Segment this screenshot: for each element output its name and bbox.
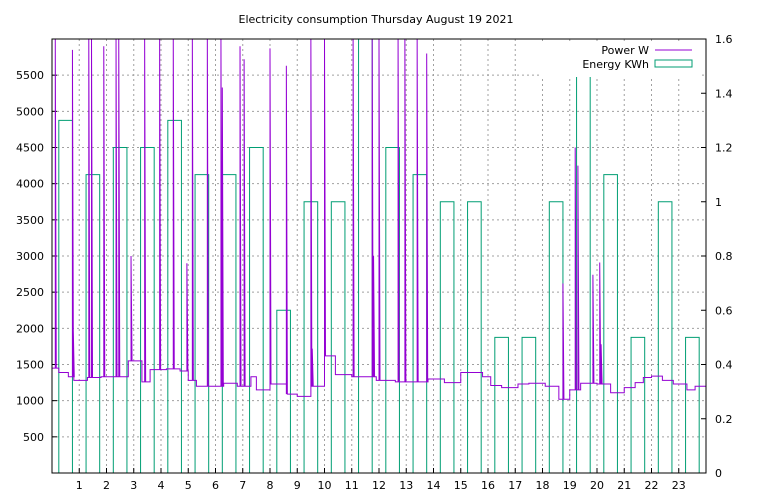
right-tick-label: 0.8 [715, 250, 733, 263]
legend-swatch-energy [654, 59, 693, 68]
right-tick-label: 1 [715, 196, 722, 209]
right-tick-label: 1.4 [715, 87, 733, 100]
x-tick-label: 5 [185, 479, 192, 492]
x-tick-label: 7 [239, 479, 246, 492]
energy-bar [548, 201, 564, 473]
x-tick-label: 6 [212, 479, 219, 492]
energy-bar [467, 201, 482, 473]
x-tick-label: 22 [645, 479, 659, 492]
x-tick-label: 10 [318, 479, 332, 492]
x-tick-label: 11 [345, 479, 359, 492]
energy-bar [194, 174, 210, 473]
legend-label-energy: Energy KWh [582, 58, 649, 71]
left-tick-label: 4500 [16, 142, 44, 155]
x-tick-label: 12 [372, 479, 386, 492]
power-line [52, 39, 706, 400]
left-tick-label: 2000 [16, 322, 44, 335]
chart-title: Electricity consumption Thursday August … [239, 13, 514, 26]
x-tick-label: 17 [508, 479, 522, 492]
energy-bar [494, 336, 509, 473]
x-tick-label: 2 [103, 479, 110, 492]
x-tick-label: 9 [294, 479, 301, 492]
energy-bar [249, 147, 264, 473]
left-tick-label: 5000 [16, 105, 44, 118]
right-tick-label: 0.4 [715, 359, 733, 372]
right-tick-label: 0 [715, 467, 722, 480]
right-tick-label: 1.2 [715, 142, 733, 155]
x-tick-label: 3 [130, 479, 137, 492]
x-tick-label: 1 [76, 479, 83, 492]
right-tick-label: 0.2 [715, 413, 733, 426]
energy-bar [140, 147, 155, 473]
x-tick-label: 13 [399, 479, 413, 492]
x-tick-label: 19 [563, 479, 577, 492]
x-tick-label: 4 [158, 479, 165, 492]
left-tick-label: 2500 [16, 286, 44, 299]
x-tick-label: 23 [672, 479, 686, 492]
x-tick-label: 18 [536, 479, 550, 492]
x-axis-ticks: 1 2 3 4 5 6 7 8 9 10 11 12 13 14 15 16 17 18 19 20 21 22 23 [76, 468, 686, 492]
energy-bar [85, 174, 101, 473]
left-axis-ticks: 500 1000 1500 2000 2500 3000 3500 4000 4500 5000 5… [16, 69, 57, 444]
plot-frame [51, 38, 707, 474]
energy-bar [385, 147, 400, 473]
energy-bar [330, 201, 346, 473]
energy-bar [112, 147, 128, 473]
energy-bar [439, 201, 455, 473]
energy-bar [58, 119, 73, 473]
left-tick-label: 3000 [16, 250, 44, 263]
energy-bar [603, 174, 618, 473]
x-tick-label: 16 [481, 479, 495, 492]
energy-bar [685, 336, 700, 473]
right-tick-label: 1.6 [715, 33, 733, 46]
x-tick-label: 8 [267, 479, 274, 492]
right-tick-label: 0.6 [715, 304, 733, 317]
x-tick-label: 14 [427, 479, 441, 492]
left-tick-label: 3500 [16, 214, 44, 227]
x-tick-label: 21 [617, 479, 631, 492]
legend: Power W Energy KWh [540, 41, 700, 77]
right-axis-ticks: 0 0.2 0.4 0.6 0.8 1 1.2 1.4 1.6 [701, 33, 733, 480]
left-tick-label: 1500 [16, 359, 44, 372]
left-tick-label: 4000 [16, 178, 44, 191]
energy-bar [276, 309, 291, 473]
x-tick-label: 15 [454, 479, 468, 492]
energy-bar [167, 119, 182, 473]
left-tick-label: 5500 [16, 69, 44, 82]
power-series [52, 39, 706, 400]
left-tick-label: 500 [23, 431, 44, 444]
energy-bar [412, 174, 428, 473]
left-tick-label: 1000 [16, 395, 44, 408]
x-tick-label: 20 [590, 479, 604, 492]
legend-label-power: Power W [601, 44, 649, 57]
energy-bar [358, 38, 373, 473]
energy-bar [521, 336, 537, 473]
energy-bar [657, 201, 673, 473]
energy-bar [630, 336, 646, 473]
